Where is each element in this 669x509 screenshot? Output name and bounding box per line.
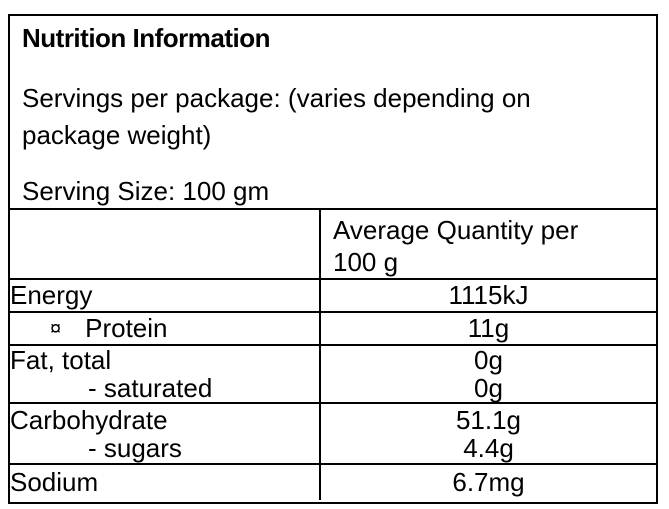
protein-label-cell: ¤ Protein <box>10 311 320 345</box>
fat-total-label: Fat, total <box>10 345 112 375</box>
serving-size: Serving Size: 100 gm <box>22 176 270 206</box>
protein-label: Protein <box>85 313 168 343</box>
servings-per-package: Servings per package: (varies depending … <box>22 80 531 154</box>
fat-value-cell: 0g 0g <box>319 344 656 403</box>
label-title: Nutrition Information <box>22 23 271 53</box>
carbohydrate-value: 51.1g <box>455 404 522 435</box>
quantity-header-line-2: 100 g <box>333 247 399 277</box>
carbohydrate-value-cell: 51.1g 4.4g <box>319 402 656 464</box>
nutrition-label: Nutrition Information Servings per packa… <box>8 14 658 504</box>
table-row-energy: Energy 1115kJ <box>10 278 656 312</box>
carbohydrate-label-cell: Carbohydrate - sugars <box>10 402 320 464</box>
sodium-label: Sodium <box>10 463 320 500</box>
label-intro-section: Nutrition Information Servings per packa… <box>10 16 656 208</box>
sodium-value: 6.7mg <box>319 463 656 500</box>
table-row-carbohydrate: Carbohydrate - sugars 51.1g 4.4g <box>10 402 656 464</box>
nutrition-table: Average Quantity per 100 g Energy 1115kJ… <box>10 208 656 500</box>
table-row-sodium: Sodium 6.7mg <box>10 463 656 500</box>
table-header-row: Average Quantity per 100 g <box>10 208 656 279</box>
servings-line-1: Servings per package: (varies depending … <box>22 83 531 113</box>
fat-saturated-value: 0g <box>474 373 503 403</box>
table-row-fat: Fat, total - saturated 0g 0g <box>10 344 656 403</box>
quantity-header-line-1: Average Quantity per <box>333 215 579 245</box>
fat-saturated-label: - saturated <box>88 373 213 403</box>
header-empty-cell <box>10 208 320 279</box>
bullet-icon: ¤ <box>50 318 62 340</box>
header-quantity-cell: Average Quantity per 100 g <box>319 208 656 279</box>
servings-line-2: package weight) <box>22 120 212 150</box>
carbohydrate-label: Carbohydrate <box>10 404 168 435</box>
fat-total-value: 0g <box>474 345 503 375</box>
energy-value: 1115kJ <box>319 278 656 312</box>
table-row-protein: ¤ Protein 11g <box>10 311 656 345</box>
sugars-value: 4.4g <box>463 432 514 463</box>
protein-value: 11g <box>319 311 656 345</box>
sugars-label: - sugars <box>88 432 182 463</box>
energy-label: Energy <box>10 278 320 312</box>
fat-label-cell: Fat, total - saturated <box>10 344 320 403</box>
